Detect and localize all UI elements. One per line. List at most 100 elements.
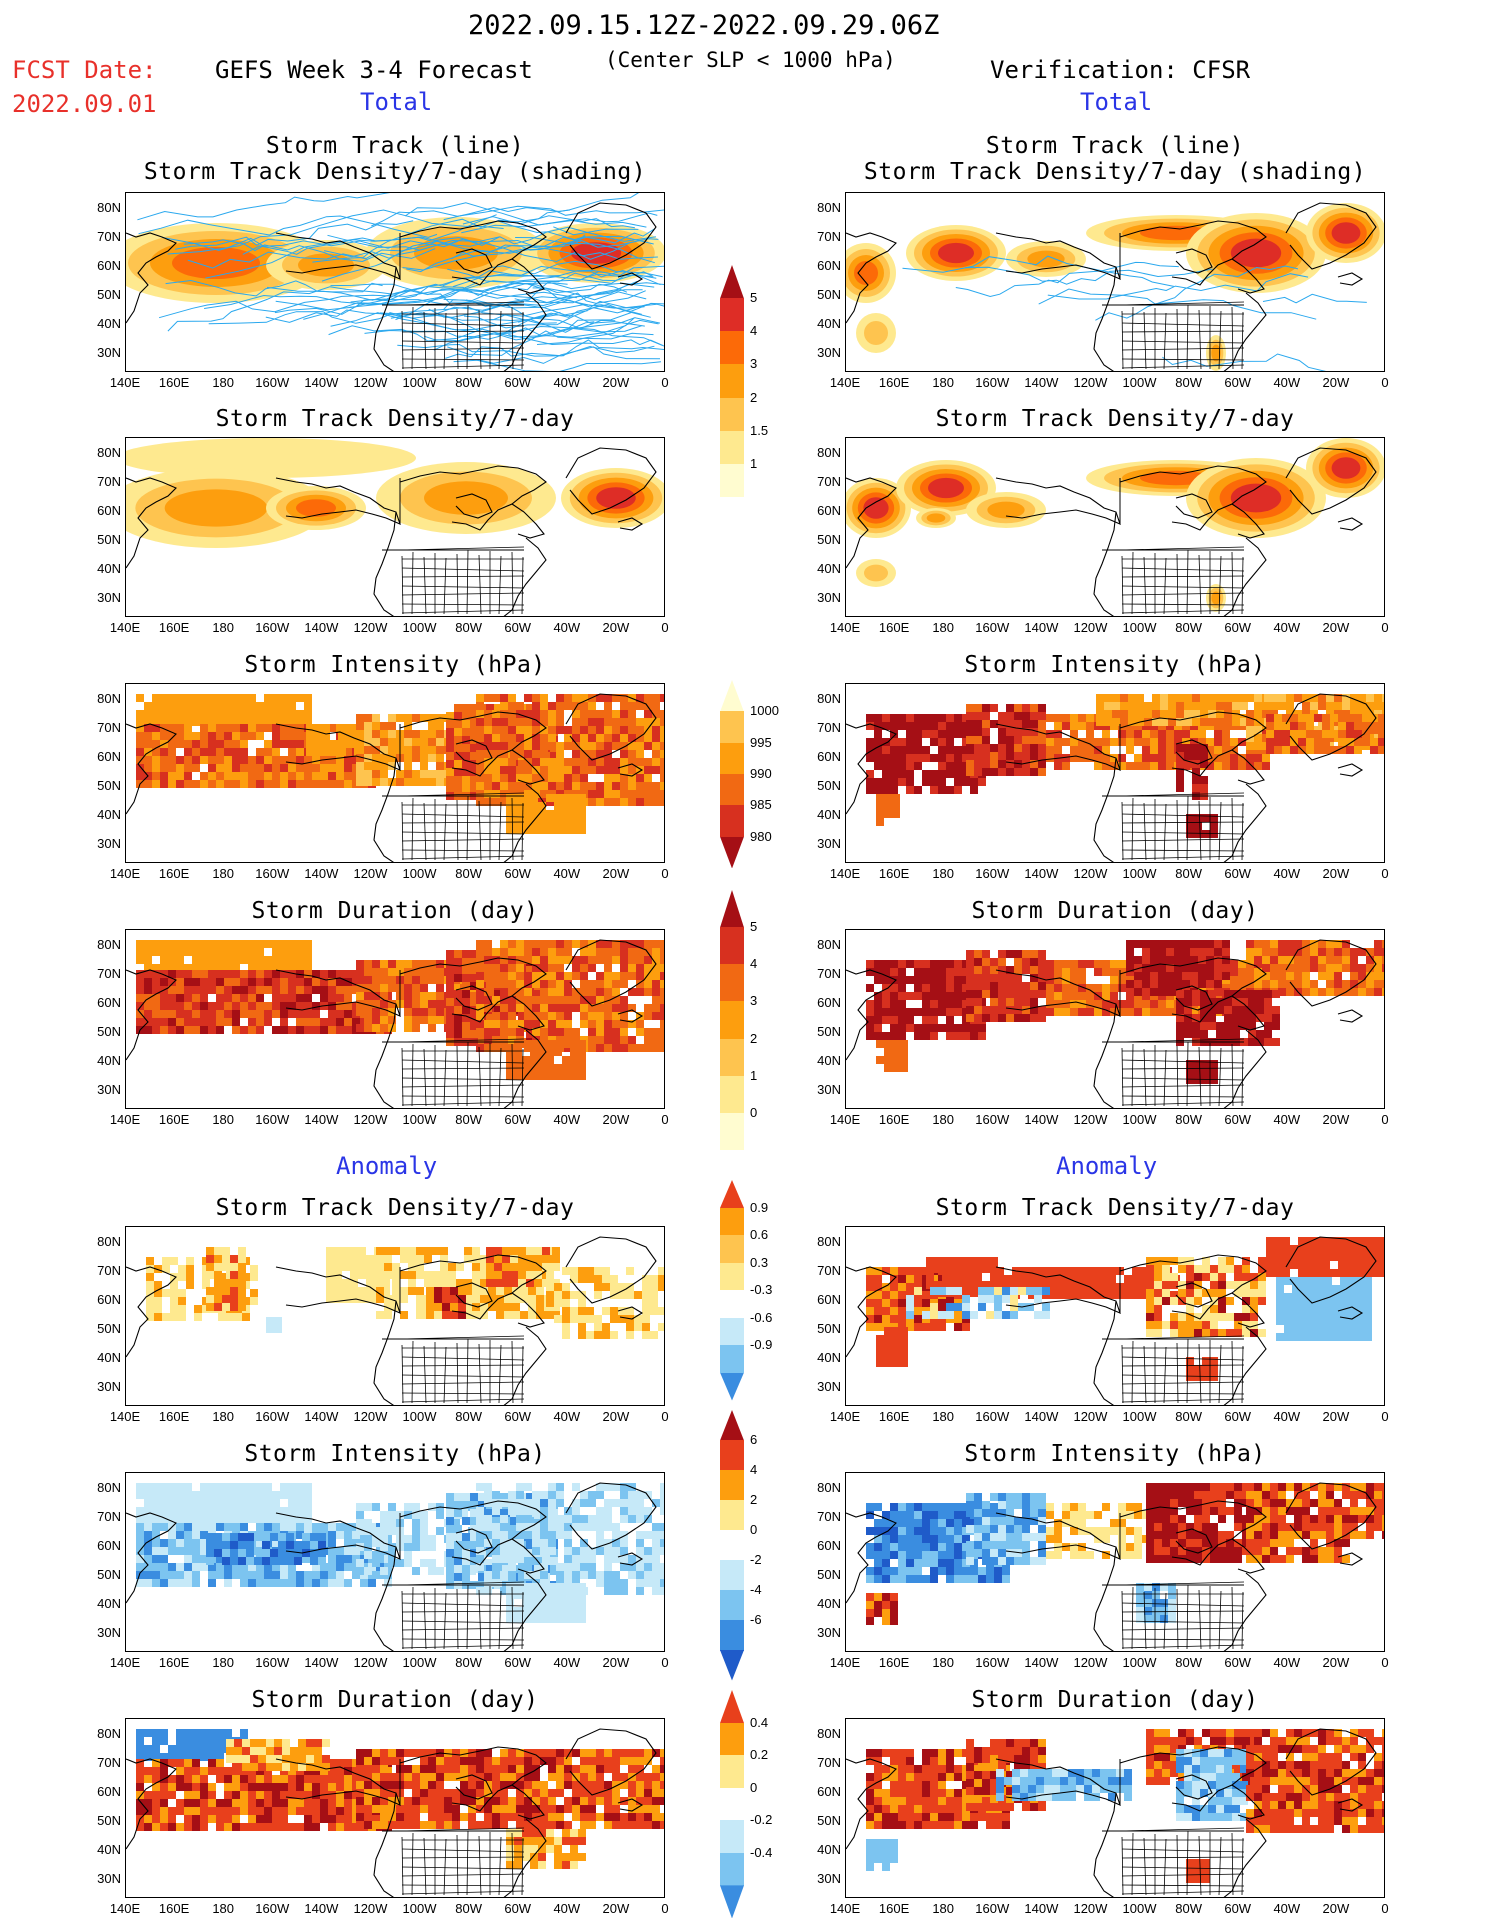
grid-cell bbox=[578, 1331, 586, 1339]
grid-cell bbox=[288, 764, 296, 772]
grid-cell bbox=[184, 964, 192, 972]
grid-cell bbox=[306, 732, 314, 740]
grid-cell bbox=[1094, 754, 1102, 762]
grid-cell bbox=[1038, 990, 1046, 998]
grid-cell bbox=[652, 790, 660, 798]
grid-cell bbox=[1150, 754, 1158, 762]
grid-cell bbox=[412, 960, 420, 968]
grid-cell bbox=[926, 1265, 934, 1273]
grid-cell bbox=[436, 722, 444, 730]
grid-cell bbox=[890, 968, 898, 976]
grid-cell bbox=[1314, 1261, 1322, 1269]
grid-cell bbox=[1254, 948, 1262, 956]
grid-cell bbox=[380, 738, 388, 746]
title-l6: Storm Intensity (hPa) bbox=[244, 1441, 546, 1467]
grid-cell bbox=[532, 726, 540, 734]
grid-cell bbox=[1192, 990, 1200, 998]
grid-cell bbox=[408, 1271, 416, 1279]
grid-cell bbox=[644, 782, 652, 790]
grid-cell bbox=[304, 764, 312, 772]
grid-cell bbox=[442, 1287, 450, 1295]
grid-cell bbox=[248, 940, 256, 948]
grid-cell bbox=[1334, 980, 1342, 988]
grid-cell bbox=[526, 1263, 534, 1271]
grid-cell bbox=[320, 772, 328, 780]
grid-cell bbox=[1184, 718, 1192, 726]
grid-cell bbox=[898, 984, 906, 992]
grid-cell bbox=[658, 1267, 664, 1275]
grid-cell bbox=[548, 964, 556, 972]
grid-cell bbox=[206, 1263, 214, 1271]
grid-cell bbox=[1126, 964, 1134, 972]
grid-cell bbox=[532, 1004, 540, 1012]
grid-cell bbox=[408, 1255, 416, 1263]
storm-track-line bbox=[965, 266, 1213, 285]
grid-cell bbox=[1194, 1265, 1202, 1273]
grid-cell bbox=[528, 1287, 536, 1295]
grid-cell bbox=[1102, 968, 1110, 976]
grid-cell bbox=[660, 1028, 664, 1036]
grid-cell bbox=[288, 780, 296, 788]
grid-cell bbox=[454, 998, 462, 1006]
grid-cell bbox=[200, 994, 208, 1002]
grid-cell bbox=[1174, 964, 1182, 972]
grid-cell bbox=[890, 1024, 898, 1032]
grid-cell bbox=[518, 1279, 526, 1287]
grid-cell bbox=[388, 960, 396, 968]
grid-cell bbox=[136, 732, 144, 740]
grid-cell bbox=[1096, 702, 1104, 710]
grid-cell bbox=[454, 1022, 462, 1030]
grid-cell bbox=[604, 742, 612, 750]
grid-cell bbox=[890, 1307, 898, 1315]
grid-cell bbox=[660, 718, 664, 726]
grid-cell bbox=[612, 988, 620, 996]
grid-cell bbox=[492, 750, 500, 758]
grid-cell bbox=[1276, 1317, 1284, 1325]
grid-cell bbox=[906, 1016, 914, 1024]
grid-cell bbox=[604, 710, 612, 718]
grid-cell bbox=[1190, 730, 1198, 738]
grid-cell bbox=[208, 956, 216, 964]
grid-cell bbox=[882, 976, 890, 984]
grid-cell bbox=[272, 956, 280, 964]
grid-cell bbox=[1142, 948, 1150, 956]
grid-cell bbox=[572, 1028, 580, 1036]
grid-cell bbox=[314, 732, 322, 740]
grid-cell bbox=[612, 726, 620, 734]
grid-cell bbox=[304, 1010, 312, 1018]
grid-cell bbox=[604, 956, 612, 964]
grid-cell bbox=[344, 1010, 352, 1018]
grid-cell bbox=[160, 1563, 168, 1571]
grid-cell bbox=[476, 702, 484, 710]
grid-cell bbox=[484, 694, 492, 702]
grid-cell bbox=[636, 758, 644, 766]
grid-cell bbox=[604, 988, 612, 996]
storm-track-line bbox=[208, 311, 476, 333]
grid-cell bbox=[954, 992, 962, 1000]
grid-cell bbox=[412, 1008, 420, 1016]
grid-cell bbox=[374, 1279, 382, 1287]
grid-cell bbox=[1274, 730, 1282, 738]
grid-cell bbox=[1184, 744, 1192, 752]
grid-cell bbox=[224, 764, 232, 772]
grid-cell bbox=[1330, 714, 1338, 722]
grid-cell bbox=[454, 966, 462, 974]
grid-cell bbox=[364, 1016, 372, 1024]
grid-cell bbox=[232, 702, 240, 710]
grid-cell bbox=[470, 720, 478, 728]
coastline bbox=[846, 202, 1377, 371]
grid-cell bbox=[884, 794, 892, 802]
grid-cell bbox=[620, 734, 628, 742]
grid-cell bbox=[176, 1531, 184, 1539]
grid-cell bbox=[580, 734, 588, 742]
grid-cell bbox=[232, 956, 240, 964]
grid-cell bbox=[506, 802, 514, 810]
grid-cell bbox=[168, 718, 176, 726]
grid-cell bbox=[500, 766, 508, 774]
grid-cell bbox=[644, 972, 652, 980]
grid-cell bbox=[876, 1359, 884, 1367]
grid-cell bbox=[942, 1281, 950, 1289]
grid-cell bbox=[602, 1331, 610, 1339]
grid-cell bbox=[1246, 948, 1254, 956]
grid-cell bbox=[420, 976, 428, 984]
